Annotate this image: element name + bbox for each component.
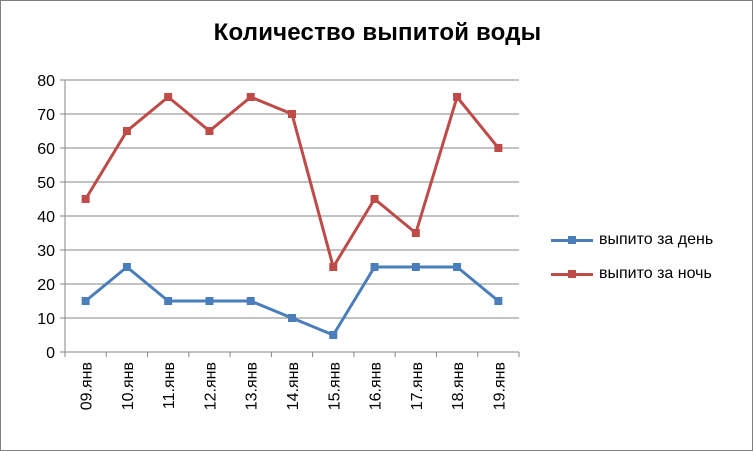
legend-label-day: выпито за день bbox=[599, 231, 714, 248]
x-tick-label: 17.янв bbox=[409, 362, 426, 410]
data-point bbox=[288, 110, 296, 118]
data-point bbox=[81, 297, 90, 305]
data-point bbox=[205, 297, 214, 305]
legend-swatch-day bbox=[549, 232, 595, 248]
legend-label-night: выпито за ночь bbox=[599, 265, 712, 282]
data-point bbox=[370, 195, 379, 203]
data-point bbox=[164, 93, 173, 101]
x-tick-label: 11.янв bbox=[161, 362, 178, 409]
x-tick-label: 14.янв bbox=[285, 362, 302, 410]
x-tick-label: 10.янв bbox=[120, 362, 137, 410]
legend: выпито за день выпито за ночь bbox=[549, 223, 713, 291]
x-tick-label: 19.янв bbox=[491, 362, 508, 410]
x-tick-label: 09.янв bbox=[79, 362, 96, 410]
y-tick-label: 50 bbox=[37, 175, 55, 192]
data-point bbox=[494, 144, 503, 152]
y-tick-label: 40 bbox=[37, 209, 55, 226]
x-tick-label: 16.янв bbox=[368, 362, 385, 410]
data-point bbox=[122, 263, 131, 271]
series-line-0 bbox=[84, 265, 500, 337]
data-point bbox=[329, 263, 338, 271]
x-tick-label: 13.янв bbox=[244, 362, 261, 410]
y-tick-label: 70 bbox=[37, 107, 55, 124]
data-point bbox=[494, 297, 503, 305]
x-tick-label: 12.янв bbox=[202, 362, 219, 410]
data-point bbox=[205, 127, 214, 135]
data-point bbox=[453, 263, 462, 271]
legend-marker-night bbox=[568, 270, 576, 278]
data-point bbox=[411, 229, 420, 237]
y-tick-label: 80 bbox=[37, 73, 55, 90]
legend-item-day: выпито за день bbox=[549, 223, 713, 257]
data-point bbox=[288, 314, 296, 322]
y-tick-label: 20 bbox=[37, 277, 55, 294]
y-tick-label: 10 bbox=[37, 311, 55, 328]
data-point bbox=[164, 297, 173, 305]
data-point bbox=[122, 127, 131, 135]
data-point bbox=[81, 195, 90, 203]
x-tick-label: 18.янв bbox=[450, 362, 467, 410]
y-tick-label: 60 bbox=[37, 141, 55, 158]
data-point bbox=[329, 331, 338, 339]
chart-title: Количество выпитой воды bbox=[213, 19, 542, 46]
y-tick-label: 0 bbox=[46, 345, 55, 362]
data-point bbox=[246, 297, 255, 305]
data-point bbox=[411, 263, 420, 271]
legend-marker-day bbox=[568, 236, 576, 244]
legend-swatch-night bbox=[549, 266, 595, 282]
data-point bbox=[453, 93, 462, 101]
legend-item-night: выпито за ночь bbox=[549, 257, 713, 291]
y-tick-label: 30 bbox=[37, 243, 55, 260]
data-point bbox=[246, 93, 255, 101]
x-tick-label: 15.янв bbox=[326, 362, 343, 410]
data-point bbox=[370, 263, 379, 271]
